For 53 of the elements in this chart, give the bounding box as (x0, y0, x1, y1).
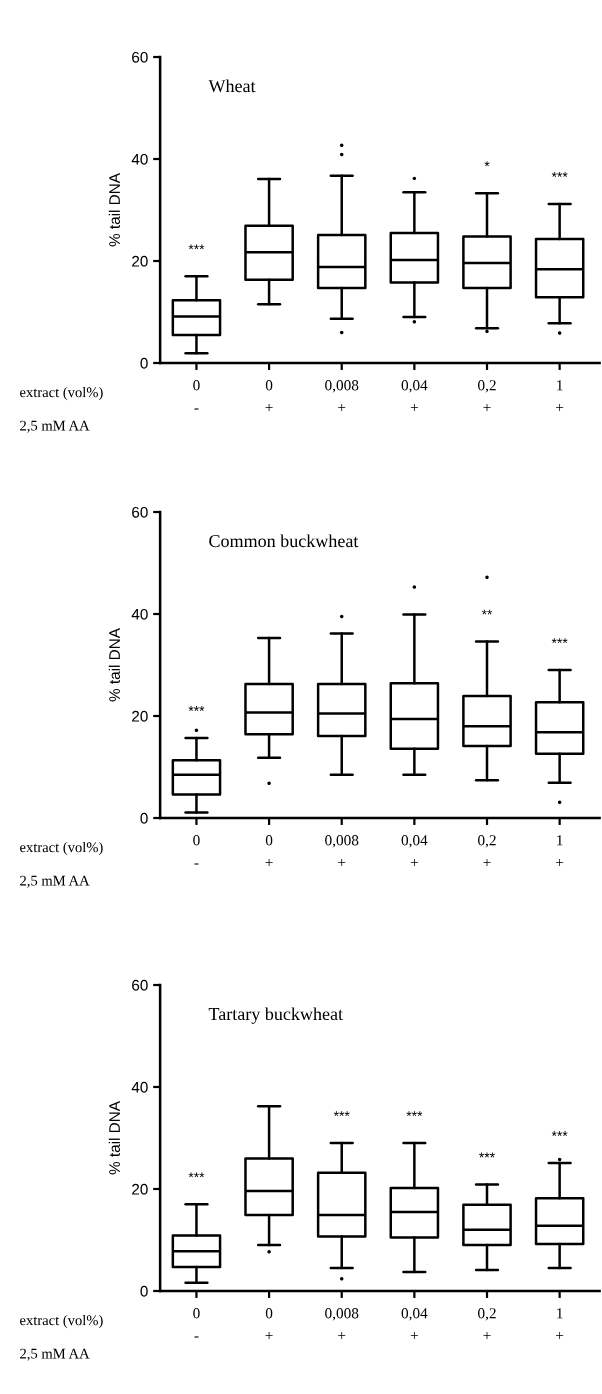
text: extract (vol%) (20, 841, 103, 856)
x-tick-label: 0,008 + (325, 1308, 359, 1340)
text: *** (551, 638, 568, 644)
x-tick-label: 0 - (193, 380, 200, 410)
text: 2,5 mM AA (20, 1348, 90, 1361)
y-tick-label: 40 (131, 1081, 148, 1093)
text: *** (188, 1172, 205, 1178)
y-tick-label: 0 (140, 357, 148, 369)
y-axis-title: % tail DNA (108, 628, 120, 702)
y-axis-title: % tail DNA (108, 1101, 120, 1175)
x-tick-label: 0,04 + (401, 835, 428, 867)
x-tick-label: 0,2 + (478, 1308, 496, 1340)
x-tick-label: 0 + (265, 380, 273, 412)
x-tick-label: 0 + (265, 835, 273, 867)
x-tick-label: 0 - (193, 1308, 200, 1338)
x-tick-label: 0,2 + (478, 380, 496, 412)
text: extract (vol%) (20, 1314, 103, 1329)
x-tick-label: 0,04 + (401, 380, 428, 412)
y-tick-label: 0 (140, 1285, 148, 1297)
x-tick-label: 1 + (556, 1308, 564, 1340)
x-tick-label: 0 - (193, 835, 200, 865)
y-tick-label: 20 (132, 255, 148, 267)
text: *** (406, 1111, 423, 1117)
y-tick-label: 0 (140, 812, 148, 824)
text: *** (551, 1131, 568, 1136)
y-tick-label: 20 (132, 710, 148, 722)
x-tick-label: 0,2 + (478, 835, 496, 867)
y-tick-label: 60 (132, 506, 148, 518)
text: Wheat (208, 79, 256, 93)
text: extract (vol%) (20, 386, 103, 401)
x-tick-label: 0,04 + (401, 1308, 428, 1340)
y-tick-label: 60 (132, 979, 148, 991)
x-tick-label: 0,008 + (325, 835, 359, 867)
text: 2,5 mM AA (20, 420, 90, 433)
text: *** (188, 706, 205, 711)
text: Common buckwheat (209, 534, 359, 548)
text: * (484, 161, 490, 167)
x-tick-label: 0 + (265, 1308, 273, 1340)
y-tick-label: 40 (131, 608, 148, 620)
y-tick-label: 60 (132, 51, 148, 63)
y-tick-label: 40 (131, 153, 148, 165)
x-tick-label: 1 + (556, 380, 564, 412)
text: 2,5 mM AA (20, 875, 90, 888)
x-tick-label: 1 + (556, 835, 564, 867)
text: *** (188, 244, 205, 250)
text: *** (479, 1152, 495, 1158)
text: ** (481, 609, 493, 615)
x-tick-label: 0,008 + (325, 380, 359, 412)
y-tick-label: 20 (132, 1183, 148, 1195)
text: *** (333, 1111, 350, 1117)
text: Tartary buckwheat (208, 1007, 343, 1024)
y-axis-title: % tail DNA (108, 173, 120, 247)
text: *** (551, 172, 568, 177)
